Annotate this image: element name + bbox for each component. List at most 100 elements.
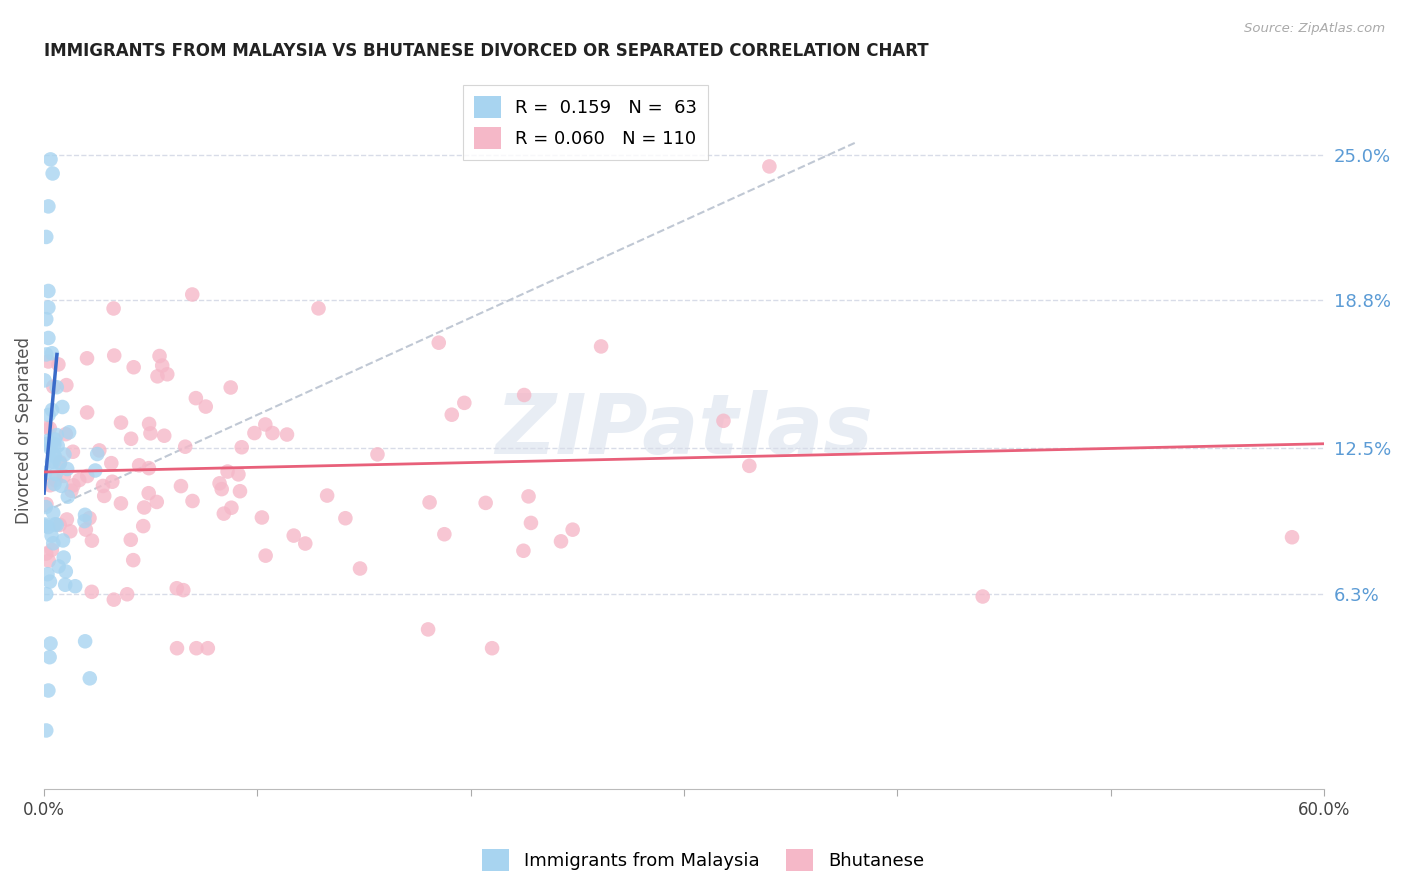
Point [76, 351, 98, 366]
Point [262, 425, 284, 440]
Point [73, 508, 96, 522]
Point [44, 473, 66, 487]
Point [42, 506, 65, 520]
Point [139, 426, 162, 441]
Point [45, 380, 67, 394]
Point [110, 416, 132, 430]
Point [591, 339, 613, 353]
Point [101, 475, 124, 489]
Point [75, 634, 97, 648]
Point [122, 360, 145, 375]
Point [1281, 530, 1303, 544]
Point [45, 467, 67, 482]
Point [49, 455, 72, 469]
Point [419, 495, 441, 509]
Point [181, 287, 204, 301]
Point [146, 369, 169, 384]
Point [35, 500, 58, 514]
Legend: Immigrants from Malaysia, Bhutanese: Immigrants from Malaysia, Bhutanese [475, 842, 931, 879]
Text: ZIPatlas: ZIPatlas [495, 391, 873, 471]
Point [37, 331, 59, 345]
Point [75, 523, 97, 537]
Point [53, 448, 76, 462]
Point [512, 543, 534, 558]
Point [103, 301, 125, 316]
Point [42, 380, 65, 394]
Point [51, 400, 73, 414]
Point [433, 527, 456, 541]
Point [481, 641, 503, 656]
Point [120, 432, 142, 446]
Point [46, 439, 69, 453]
Point [37, 567, 59, 582]
Point [120, 533, 142, 547]
Point [335, 511, 357, 525]
Point [211, 482, 233, 496]
Point [520, 516, 543, 530]
Point [34, 518, 56, 533]
Point [138, 461, 160, 475]
Point [150, 359, 173, 373]
Point [49, 457, 72, 471]
Point [229, 484, 252, 499]
Point [48, 559, 70, 574]
Point [39, 636, 62, 650]
Point [45, 517, 67, 532]
Point [115, 587, 138, 601]
Point [38, 650, 60, 665]
Point [44, 450, 66, 464]
Point [366, 447, 388, 461]
Point [100, 456, 122, 470]
Point [35, 723, 58, 738]
Point [308, 301, 330, 316]
Point [35, 437, 58, 451]
Point [62, 444, 84, 458]
Point [453, 396, 475, 410]
Point [416, 623, 439, 637]
Point [41, 529, 63, 543]
Point [208, 476, 231, 491]
Point [35, 497, 58, 511]
Point [758, 160, 780, 174]
Point [212, 507, 235, 521]
Point [174, 440, 197, 454]
Point [93, 489, 115, 503]
Point [52, 469, 75, 483]
Point [80, 585, 103, 599]
Point [37, 199, 59, 213]
Point [145, 495, 167, 509]
Point [37, 284, 59, 298]
Point [35, 312, 58, 326]
Point [59, 524, 82, 539]
Point [166, 641, 188, 656]
Point [39, 153, 62, 167]
Legend: R =  0.159   N =  63, R = 0.060   N = 110: R = 0.159 N = 63, R = 0.060 N = 110 [463, 85, 707, 160]
Point [35, 347, 58, 361]
Point [132, 519, 155, 533]
Point [52, 550, 75, 565]
Point [166, 581, 188, 595]
Point [44, 433, 66, 447]
Point [55, 565, 77, 579]
Point [37, 520, 59, 534]
Point [73, 514, 96, 528]
Point [76, 469, 98, 483]
Point [42, 536, 65, 550]
Point [254, 417, 277, 432]
Point [38, 554, 60, 568]
Point [181, 494, 204, 508]
Point [35, 547, 58, 561]
Point [194, 400, 217, 414]
Point [122, 553, 145, 567]
Point [52, 533, 75, 548]
Point [197, 641, 219, 656]
Point [84, 463, 107, 477]
Point [38, 574, 60, 589]
Point [349, 561, 371, 575]
Point [55, 427, 77, 442]
Point [170, 479, 193, 493]
Point [67, 473, 90, 487]
Point [713, 414, 735, 428]
Point [56, 490, 79, 504]
Point [35, 421, 58, 435]
